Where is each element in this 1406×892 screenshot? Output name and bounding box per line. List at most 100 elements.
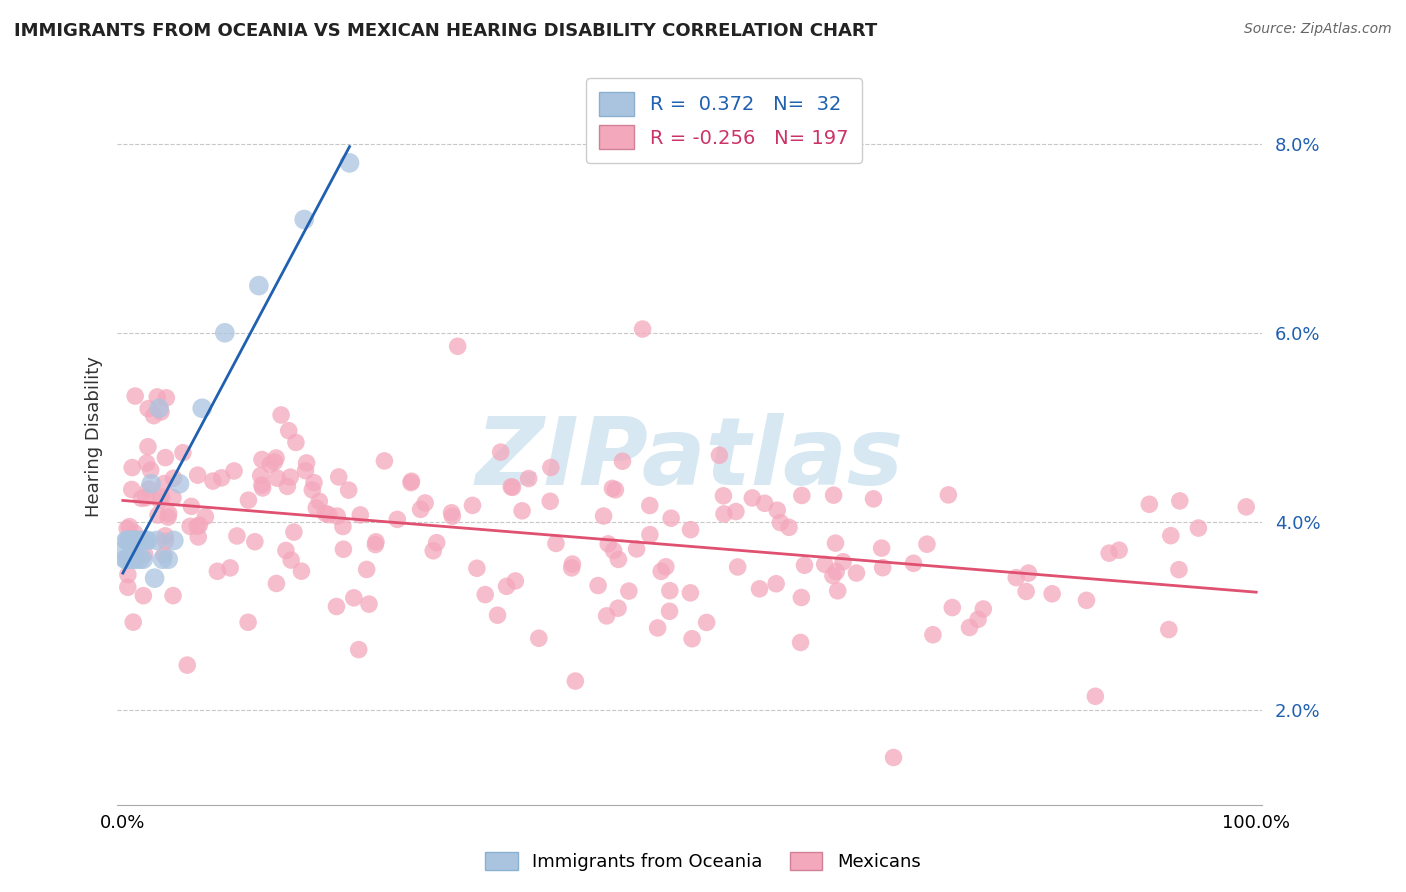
- Point: [959, 620, 981, 634]
- Point: [605, 483, 627, 497]
- Point: [150, 490, 173, 504]
- Point: [1098, 546, 1121, 560]
- Point: [332, 519, 354, 533]
- Point: [561, 557, 583, 571]
- Point: [790, 591, 813, 605]
- Point: [169, 476, 191, 491]
- Point: [544, 536, 567, 550]
- Point: [292, 212, 315, 227]
- Point: [143, 571, 166, 585]
- Point: [696, 615, 718, 630]
- Point: [741, 491, 763, 505]
- Point: [517, 471, 540, 485]
- Point: [821, 568, 844, 582]
- Point: [122, 615, 145, 629]
- Point: [501, 480, 523, 494]
- Point: [125, 533, 148, 548]
- Point: [132, 552, 155, 566]
- Point: [155, 534, 177, 549]
- Point: [201, 474, 224, 488]
- Point: [141, 476, 163, 491]
- Point: [326, 509, 349, 524]
- Point: [188, 518, 211, 533]
- Point: [638, 499, 661, 513]
- Point: [972, 602, 994, 616]
- Point: [679, 586, 702, 600]
- Point: [243, 534, 266, 549]
- Point: [343, 591, 366, 605]
- Point: [713, 489, 735, 503]
- Point: [748, 582, 770, 596]
- Point: [157, 552, 180, 566]
- Point: [845, 566, 868, 580]
- Point: [724, 505, 747, 519]
- Point: [284, 435, 307, 450]
- Point: [146, 390, 169, 404]
- Point: [364, 534, 387, 549]
- Point: [447, 339, 470, 353]
- Point: [121, 552, 143, 566]
- Point: [280, 553, 302, 567]
- Point: [249, 468, 271, 483]
- Point: [655, 559, 678, 574]
- Point: [1234, 500, 1257, 514]
- Point: [823, 488, 845, 502]
- Point: [595, 608, 617, 623]
- Point: [115, 533, 138, 548]
- Point: [117, 580, 139, 594]
- Point: [357, 597, 380, 611]
- Point: [502, 480, 524, 494]
- Point: [278, 470, 301, 484]
- Point: [486, 608, 509, 623]
- Point: [139, 463, 162, 477]
- Y-axis label: Hearing Disability: Hearing Disability: [86, 356, 103, 517]
- Point: [602, 543, 624, 558]
- Point: [121, 460, 143, 475]
- Point: [1076, 593, 1098, 607]
- Point: [339, 156, 361, 170]
- Point: [647, 621, 669, 635]
- Point: [650, 565, 672, 579]
- Point: [302, 475, 325, 490]
- Point: [132, 589, 155, 603]
- Point: [872, 560, 894, 574]
- Point: [659, 511, 682, 525]
- Point: [115, 521, 138, 535]
- Point: [638, 527, 661, 541]
- Point: [152, 552, 174, 566]
- Point: [155, 391, 177, 405]
- Point: [709, 448, 731, 462]
- Point: [124, 389, 146, 403]
- Point: [247, 278, 270, 293]
- Point: [387, 512, 409, 526]
- Point: [214, 326, 236, 340]
- Point: [592, 508, 614, 523]
- Point: [727, 560, 749, 574]
- Point: [793, 558, 815, 573]
- Point: [305, 500, 328, 515]
- Point: [146, 533, 169, 548]
- Point: [122, 533, 145, 548]
- Point: [277, 424, 299, 438]
- Point: [586, 578, 609, 592]
- Point: [356, 562, 378, 576]
- Point: [163, 533, 186, 548]
- Point: [862, 491, 884, 506]
- Point: [658, 604, 681, 618]
- Point: [238, 493, 260, 508]
- Point: [148, 492, 170, 507]
- Point: [631, 322, 654, 336]
- Point: [283, 525, 305, 540]
- Point: [250, 478, 273, 492]
- Point: [318, 508, 340, 522]
- Point: [679, 523, 702, 537]
- Point: [941, 600, 963, 615]
- Point: [1137, 497, 1160, 511]
- Point: [564, 674, 586, 689]
- Point: [187, 468, 209, 483]
- Point: [461, 499, 484, 513]
- Point: [617, 584, 640, 599]
- Point: [135, 456, 157, 470]
- Point: [148, 401, 170, 416]
- Point: [250, 452, 273, 467]
